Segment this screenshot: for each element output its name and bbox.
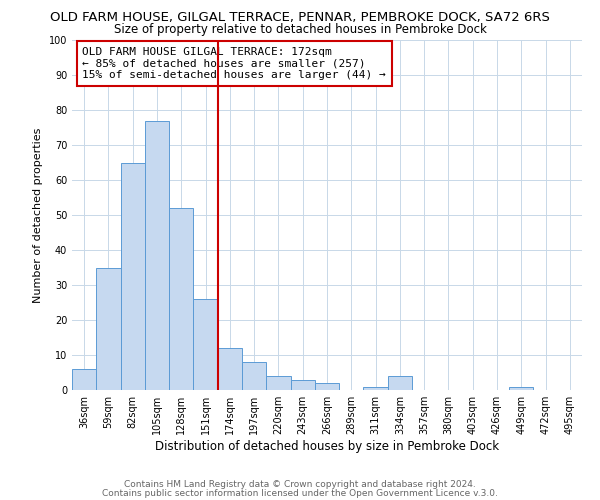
Bar <box>96 268 121 390</box>
Bar <box>121 162 145 390</box>
X-axis label: Distribution of detached houses by size in Pembroke Dock: Distribution of detached houses by size … <box>155 440 499 453</box>
Bar <box>242 362 266 390</box>
Text: OLD FARM HOUSE, GILGAL TERRACE, PENNAR, PEMBROKE DOCK, SA72 6RS: OLD FARM HOUSE, GILGAL TERRACE, PENNAR, … <box>50 12 550 24</box>
Bar <box>169 208 193 390</box>
Bar <box>72 369 96 390</box>
Bar <box>145 120 169 390</box>
Text: Size of property relative to detached houses in Pembroke Dock: Size of property relative to detached ho… <box>113 22 487 36</box>
Bar <box>266 376 290 390</box>
Bar <box>193 299 218 390</box>
Bar <box>364 386 388 390</box>
Text: Contains public sector information licensed under the Open Government Licence v.: Contains public sector information licen… <box>102 488 498 498</box>
Text: Contains HM Land Registry data © Crown copyright and database right 2024.: Contains HM Land Registry data © Crown c… <box>124 480 476 489</box>
Bar <box>509 386 533 390</box>
Bar <box>315 383 339 390</box>
Bar <box>290 380 315 390</box>
Text: OLD FARM HOUSE GILGAL TERRACE: 172sqm
← 85% of detached houses are smaller (257): OLD FARM HOUSE GILGAL TERRACE: 172sqm ← … <box>82 47 386 80</box>
Y-axis label: Number of detached properties: Number of detached properties <box>33 128 43 302</box>
Bar <box>388 376 412 390</box>
Bar <box>218 348 242 390</box>
